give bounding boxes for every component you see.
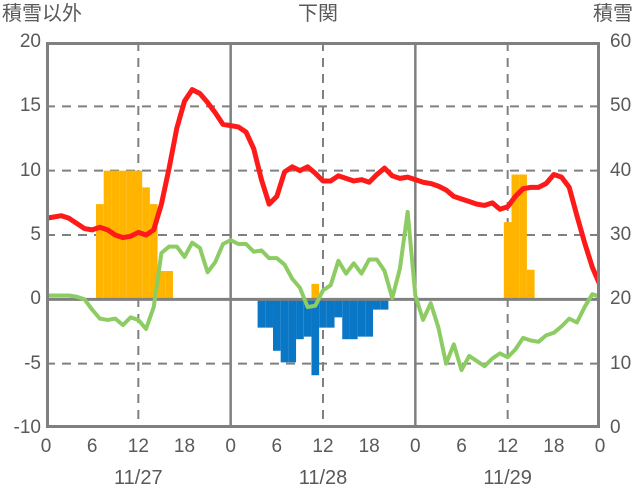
green-parameter-line [46, 209, 600, 373]
negative-bar [334, 299, 343, 318]
negative-bar [357, 299, 366, 337]
negative-bar [303, 299, 312, 337]
left-axis-tick-label: -10 [13, 417, 41, 438]
right-axis-tick-label: 30 [610, 224, 632, 245]
right-axis-title: 積雪 [593, 3, 633, 25]
precipitation-bar [503, 222, 512, 300]
right-axis-ticks: 60 50 40 30 20 10 0 [605, 32, 636, 437]
left-axis-tick-label: 5 [30, 224, 41, 245]
precipitation-bar [526, 269, 535, 300]
right-axis-tick-label: 20 [610, 288, 632, 310]
chart-svg [46, 42, 600, 428]
negative-bars-group [257, 299, 389, 376]
negative-bar [326, 299, 335, 328]
x-axis-tick-label: 6 [86, 436, 98, 457]
chart-plot-area [46, 42, 600, 428]
temperature-line [46, 87, 600, 291]
x-axis-tick-label: 18 [358, 436, 380, 457]
precipitation-bar [519, 174, 527, 300]
precipitation-bar [165, 271, 173, 300]
precipitation-bar [96, 204, 104, 300]
precipitation-bar [103, 170, 112, 300]
left-axis-tick-label: 20 [19, 31, 41, 52]
left-axis-ticks: 20 15 10 5 0 -5 -10 [0, 32, 41, 437]
x-axis-tick-label: 0 [410, 436, 421, 457]
negative-bar [319, 299, 327, 328]
left-axis-tick-label: 0 [30, 288, 41, 310]
left-axis-tick-label: 10 [19, 159, 41, 181]
x-axis-day-label: 11/28 [298, 467, 348, 489]
negative-bar [272, 299, 281, 351]
right-axis-tick-label: 10 [610, 352, 632, 374]
x-axis-tick-label: 12 [312, 436, 334, 457]
precipitation-bar [142, 187, 150, 300]
negative-bar [342, 299, 350, 340]
negative-bar [349, 299, 358, 340]
x-axis-tick-label: 6 [271, 436, 283, 457]
negative-bar [257, 299, 266, 328]
x-axis-day-label: 11/27 [114, 467, 163, 489]
negative-bar [311, 299, 320, 376]
page-title: 下関 [298, 3, 338, 25]
x-axis-ticks: 0 6 12 18 0 6 12 18 0 6 12 18 0 [0, 437, 636, 463]
negative-bar [373, 299, 381, 310]
plot-frame [46, 42, 600, 428]
x-axis-tick-label: 12 [127, 436, 149, 457]
x-axis-tick-label: 18 [173, 436, 196, 457]
negative-bar [380, 299, 389, 310]
negative-bar [296, 299, 304, 340]
x-axis-day-label: 11/29 [483, 467, 532, 489]
right-axis-tick-label: 0 [610, 417, 621, 438]
right-axis-tick-label: 60 [610, 31, 632, 52]
left-axis-tick-label: 15 [19, 95, 41, 117]
negative-bar [288, 299, 297, 363]
precipitation-bar [157, 271, 166, 300]
precipitation-bar [511, 174, 520, 300]
x-axis-tick-label: 0 [594, 436, 606, 457]
right-axis-tick-label: 40 [610, 159, 632, 181]
negative-bar [365, 299, 374, 337]
precipitation-bar [149, 204, 158, 300]
left-axis-tick-label: -5 [24, 352, 41, 374]
x-axis-tick-label: 0 [225, 436, 236, 457]
negative-bar [280, 299, 289, 363]
x-axis-tick-label: 18 [543, 436, 565, 457]
left-axis-title: 積雪以外 [2, 3, 82, 25]
right-axis-tick-label: 50 [610, 95, 632, 117]
precipitation-bar [311, 283, 320, 300]
x-axis-tick-label: 12 [497, 436, 519, 457]
negative-bar [265, 299, 273, 328]
x-axis-day-labels: 11/27 11/28 11/29 [0, 468, 636, 496]
x-axis-tick-label: 0 [40, 436, 52, 457]
x-axis-tick-label: 6 [456, 436, 467, 457]
